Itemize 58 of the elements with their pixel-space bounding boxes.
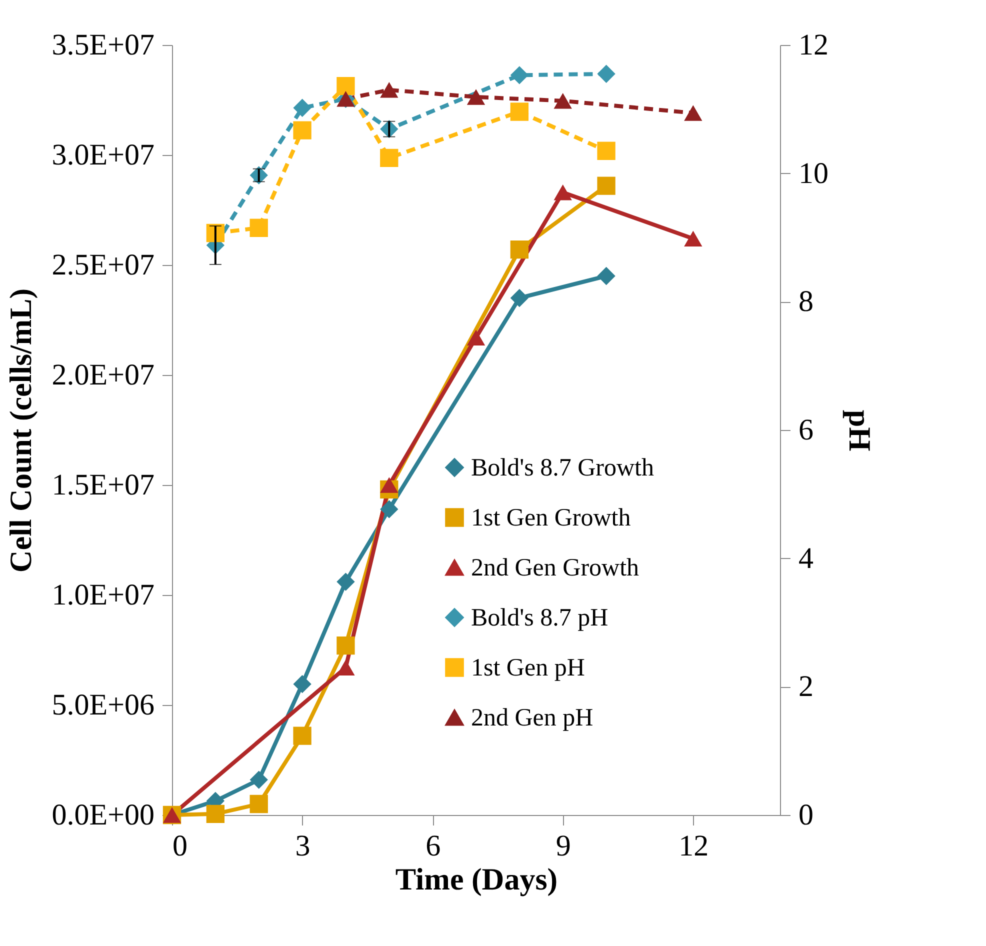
- point: [250, 770, 268, 789]
- point: [293, 726, 312, 745]
- y2-tick-label: 0: [798, 798, 814, 832]
- point: [510, 240, 529, 259]
- point: [250, 794, 268, 814]
- point: [380, 82, 398, 98]
- point: [380, 477, 398, 493]
- point: [510, 288, 529, 308]
- y-axis-title: Cell Count (cells/mL): [2, 288, 38, 573]
- y2-tick-label: 6: [798, 414, 814, 446]
- y-tick-label: 0.0E+00: [52, 798, 154, 832]
- y2-tick-label: 2: [798, 670, 814, 704]
- point: [380, 148, 398, 168]
- point: [250, 218, 268, 237]
- y-tick-label: 5.0E+06: [52, 688, 154, 722]
- point: [554, 92, 572, 109]
- y-tick-label: 2.0E+07: [52, 358, 154, 392]
- legend-label: 1st Gen Growth: [471, 504, 632, 532]
- point: [510, 66, 529, 84]
- y2-tick-label: 12: [798, 28, 828, 62]
- point: [597, 176, 616, 195]
- y-tick-label: 1.5E+07: [52, 468, 154, 502]
- legend-label: 2nd Gen pH: [471, 704, 594, 732]
- point: [206, 804, 225, 823]
- y2-axis-title: pH: [842, 410, 878, 452]
- x-axis-title: Time (Days): [395, 862, 558, 896]
- point: [336, 636, 355, 655]
- y-tick-label: 1.0E+07: [52, 578, 154, 612]
- y-tick-label: 2.5E+07: [52, 248, 154, 282]
- legend-label: Bold's 8.7 pH: [471, 604, 608, 632]
- x-tick-label: 9: [556, 830, 571, 862]
- point: [380, 500, 398, 518]
- legend-label: 2nd Gen Growth: [471, 554, 640, 582]
- x-tick-label: 3: [295, 830, 310, 862]
- x-tick-label: 6: [426, 830, 441, 862]
- point: [684, 230, 702, 246]
- point: [336, 572, 355, 591]
- point: [466, 89, 486, 105]
- point: [597, 142, 616, 160]
- point: [293, 675, 312, 694]
- y2-tick-label: 8: [798, 285, 814, 318]
- legend-label: Bold's 8.7 Growth: [471, 454, 654, 482]
- point: [293, 121, 312, 140]
- y2-tick-label: 4: [798, 542, 814, 575]
- point: [597, 64, 616, 83]
- point: [684, 105, 702, 121]
- y-tick-label: 3.5E+07: [52, 28, 154, 62]
- y-tick-label: 3.0E+07: [52, 138, 154, 172]
- point: [336, 76, 355, 96]
- point: [597, 266, 616, 286]
- point: [293, 98, 312, 117]
- point: [554, 184, 572, 200]
- point: [466, 330, 486, 346]
- y2-tick-label: 10: [798, 156, 828, 190]
- x-tick-label: 0: [172, 830, 188, 862]
- legend-label: 1st Gen pH: [471, 654, 585, 682]
- point: [510, 102, 529, 121]
- x-tick-label: 12: [678, 830, 709, 862]
